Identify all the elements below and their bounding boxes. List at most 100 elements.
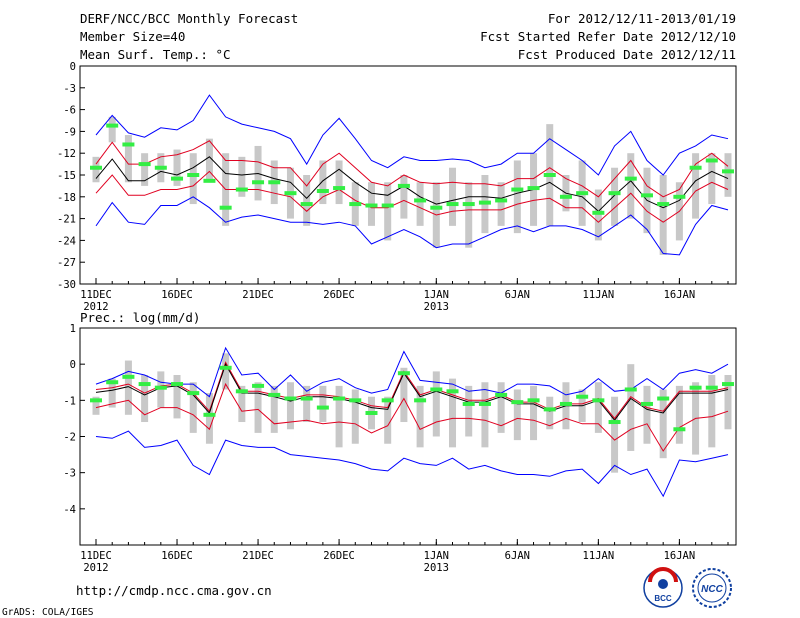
- ensemble-box: [141, 153, 149, 186]
- observed-marker: [657, 396, 670, 401]
- observed-marker: [187, 173, 200, 177]
- ensemble-box: [400, 367, 408, 423]
- ensemble-box: [384, 396, 392, 444]
- observed-marker: [268, 180, 281, 185]
- y-tick-label: -21: [57, 214, 76, 226]
- observed-marker: [300, 202, 313, 207]
- ensemble-box: [124, 360, 132, 415]
- ensemble-box: [611, 167, 619, 226]
- ensemble-box: [205, 138, 213, 183]
- observed-marker: [689, 385, 702, 390]
- ensemble-box: [432, 371, 440, 437]
- ensemble-box: [594, 382, 602, 433]
- observed-marker: [154, 385, 167, 390]
- observed-marker: [90, 398, 102, 403]
- ensemble-box: [108, 116, 116, 143]
- observed-marker: [576, 191, 589, 196]
- observed-marker: [576, 394, 589, 399]
- observed-marker: [300, 396, 313, 401]
- observed-marker: [333, 186, 346, 191]
- observed-marker: [624, 387, 637, 392]
- ensemble-box: [173, 375, 181, 419]
- ensemble-box: [465, 182, 473, 248]
- ncc-logo: NCC: [692, 568, 732, 608]
- ensemble-box: [351, 389, 359, 444]
- y-tick-label: 0: [70, 359, 76, 371]
- observed-marker: [90, 165, 102, 170]
- ensemble-box: [416, 385, 424, 448]
- series-line-min: [95, 430, 729, 498]
- prec-panel-title: Prec.: log(mm/d): [80, 310, 200, 325]
- y-tick-label: -30: [57, 279, 76, 291]
- ensemble-box: [384, 182, 392, 241]
- y-tick-label: -6: [63, 105, 76, 117]
- observed-marker: [722, 382, 734, 387]
- ensemble-box: [189, 382, 197, 433]
- ensemble-box: [675, 385, 683, 444]
- x-tick-label: 21DEC: [242, 289, 274, 301]
- y-tick-label: -3: [63, 83, 76, 95]
- observed-marker: [543, 173, 556, 177]
- y-tick-label: -18: [57, 192, 76, 204]
- observed-marker: [252, 180, 265, 185]
- observed-marker: [673, 194, 686, 199]
- observed-marker: [284, 191, 297, 196]
- y-tick-label: -9: [63, 126, 76, 138]
- observed-marker: [397, 183, 410, 188]
- x-tick-label: 16JAN: [664, 289, 696, 301]
- ensemble-box: [724, 375, 732, 430]
- plot-frame: [79, 327, 737, 546]
- observed-marker: [657, 202, 670, 207]
- x-tick-label: 16DEC: [161, 289, 193, 301]
- ensemble-box: [141, 375, 149, 423]
- ensemble-box: [708, 375, 716, 448]
- x-tick-label: 11DEC: [80, 289, 112, 301]
- observed-marker: [640, 193, 653, 198]
- forecast-period: For 2012/12/11-2013/01/19: [548, 11, 736, 26]
- observed-marker: [365, 410, 378, 415]
- observed-marker: [511, 187, 524, 192]
- observed-marker: [705, 385, 718, 390]
- ensemble-box: [594, 189, 602, 241]
- ensemble-box: [416, 182, 424, 226]
- observed-marker: [187, 391, 200, 396]
- ncc-logo-text: NCC: [701, 584, 723, 595]
- observed-marker: [365, 203, 378, 208]
- ensemble-box: [286, 382, 294, 430]
- ensemble-box: [335, 160, 343, 205]
- x-tick-label: 16JAN: [664, 550, 696, 562]
- series-line-mean: [95, 362, 729, 422]
- ensemble-box: [627, 153, 635, 219]
- series-line-max: [95, 94, 729, 176]
- ensemble-box: [643, 385, 651, 444]
- y-tick-label: -1: [63, 395, 76, 407]
- observed-marker: [268, 392, 281, 397]
- y-tick-label: -24: [57, 235, 76, 247]
- ensemble-box: [92, 396, 100, 415]
- ensemble-box: [530, 385, 538, 441]
- ensemble-box: [708, 153, 716, 205]
- ensemble-box: [205, 393, 213, 444]
- observed-marker: [592, 398, 605, 403]
- observed-marker: [381, 203, 394, 208]
- observed-marker: [478, 401, 491, 406]
- y-tick-label: -15: [57, 170, 76, 182]
- x-tick-label: 11JAN: [583, 550, 615, 562]
- observed-marker: [138, 162, 151, 167]
- x-tick-label: 11JAN: [583, 289, 615, 301]
- observed-marker: [722, 169, 734, 174]
- member-size-label: Member Size=40: [80, 29, 185, 44]
- observed-marker: [430, 387, 443, 392]
- observed-marker: [235, 187, 248, 192]
- observed-marker: [462, 401, 475, 406]
- ensemble-box: [173, 149, 181, 186]
- observed-marker: [446, 389, 459, 394]
- ensemble-box: [513, 389, 521, 441]
- figure-title: DERF/NCC/BCC Monthly Forecast: [80, 11, 298, 26]
- observed-marker: [203, 178, 216, 183]
- ensemble-box: [724, 153, 732, 197]
- observed-marker: [349, 398, 362, 403]
- x-tick-label: 11DEC: [80, 550, 112, 562]
- observed-marker: [154, 165, 167, 170]
